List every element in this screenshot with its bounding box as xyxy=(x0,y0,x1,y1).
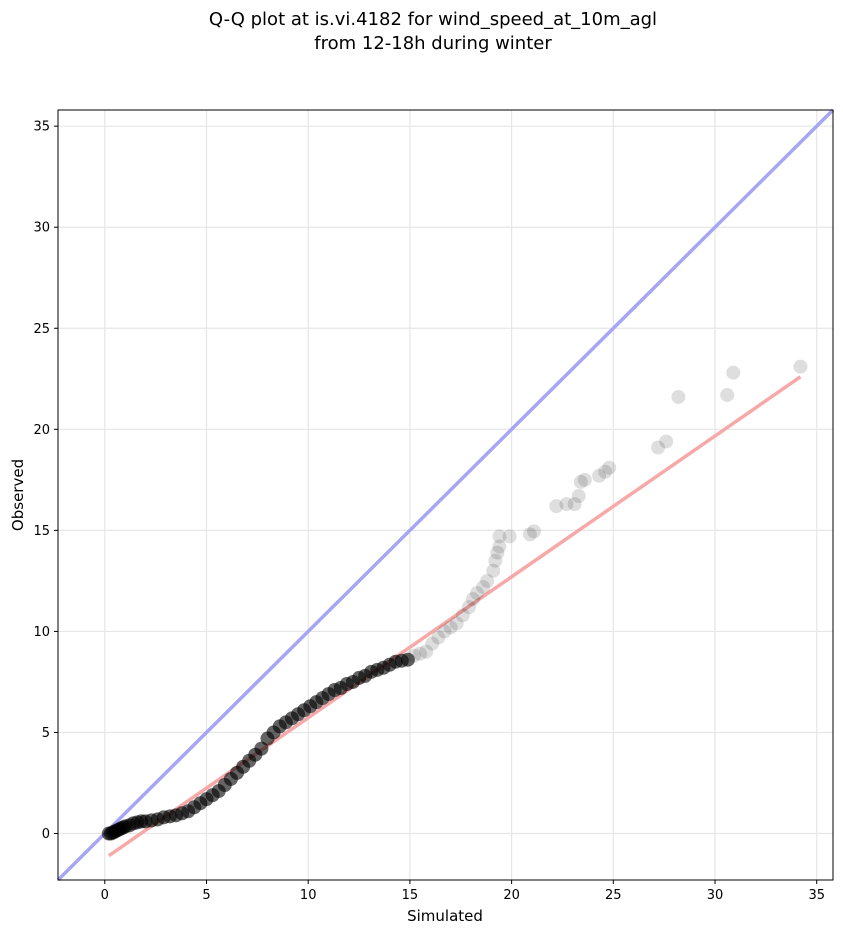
data-point xyxy=(492,529,507,544)
y-tick-label: 5 xyxy=(42,726,50,741)
x-tick-label: 25 xyxy=(605,888,622,903)
data-point xyxy=(419,644,434,659)
data-point xyxy=(449,616,464,631)
data-point xyxy=(571,489,586,504)
data-point xyxy=(425,636,440,651)
data-point xyxy=(413,646,428,661)
fit-line xyxy=(107,375,802,858)
x-tick-label: 10 xyxy=(300,888,317,903)
reference-lines xyxy=(56,108,835,882)
x-tick-label: 0 xyxy=(101,888,109,903)
x-tick-label: 15 xyxy=(402,888,419,903)
data-point xyxy=(549,499,564,514)
plot-area xyxy=(56,108,835,882)
data-point xyxy=(522,527,537,542)
data-point xyxy=(592,468,607,483)
data-point xyxy=(480,573,495,588)
data-point xyxy=(461,600,476,615)
identity-line xyxy=(56,108,835,882)
x-tick-label: 5 xyxy=(202,888,210,903)
data-point xyxy=(598,464,613,479)
data-point xyxy=(476,579,491,594)
data-point xyxy=(492,539,507,554)
y-tick-label: 0 xyxy=(42,827,50,842)
data-point xyxy=(602,460,617,475)
data-point xyxy=(793,359,808,374)
data-point xyxy=(577,472,592,487)
data-point xyxy=(502,529,517,544)
data-point xyxy=(486,563,501,578)
data-point-dense xyxy=(400,652,415,667)
y-tick-label: 20 xyxy=(33,423,50,438)
data-point xyxy=(726,365,741,380)
x-tick-label: 35 xyxy=(808,888,825,903)
plot-frame xyxy=(57,109,834,881)
data-point xyxy=(470,586,485,601)
y-axis-ticks: 0 5 10 15 20 25 30 35 xyxy=(33,120,58,842)
data-point xyxy=(573,474,588,489)
data-point xyxy=(437,624,452,639)
grid-lines xyxy=(58,110,833,880)
data-point xyxy=(671,389,686,404)
y-tick-label: 35 xyxy=(33,120,50,135)
data-point xyxy=(526,524,541,539)
y-tick-label: 15 xyxy=(33,524,50,539)
y-tick-label: 10 xyxy=(33,625,50,640)
data-points xyxy=(101,359,808,841)
x-tick-label: 20 xyxy=(503,888,520,903)
data-point xyxy=(465,592,480,607)
data-point xyxy=(443,620,458,635)
y-tick-label: 25 xyxy=(33,322,50,337)
data-point xyxy=(659,434,674,449)
data-point xyxy=(720,387,735,402)
data-point xyxy=(651,440,666,455)
data-point xyxy=(488,553,503,568)
chart-title-line-2: from 12-18h during winter xyxy=(314,33,552,54)
data-point xyxy=(490,545,505,560)
data-point xyxy=(455,608,470,623)
y-axis-label: Observed xyxy=(9,459,27,531)
data-point xyxy=(559,497,574,512)
x-axis-label: Simulated xyxy=(407,907,483,925)
data-point xyxy=(567,497,582,512)
x-axis-ticks: 0 5 10 15 20 25 30 35 xyxy=(101,880,825,903)
y-tick-label: 30 xyxy=(33,221,50,236)
data-point xyxy=(431,630,446,645)
x-tick-label: 30 xyxy=(707,888,724,903)
chart-title-line-1: Q-Q plot at is.vi.4182 for wind_speed_at… xyxy=(209,9,657,30)
data-point-dense xyxy=(254,741,269,756)
